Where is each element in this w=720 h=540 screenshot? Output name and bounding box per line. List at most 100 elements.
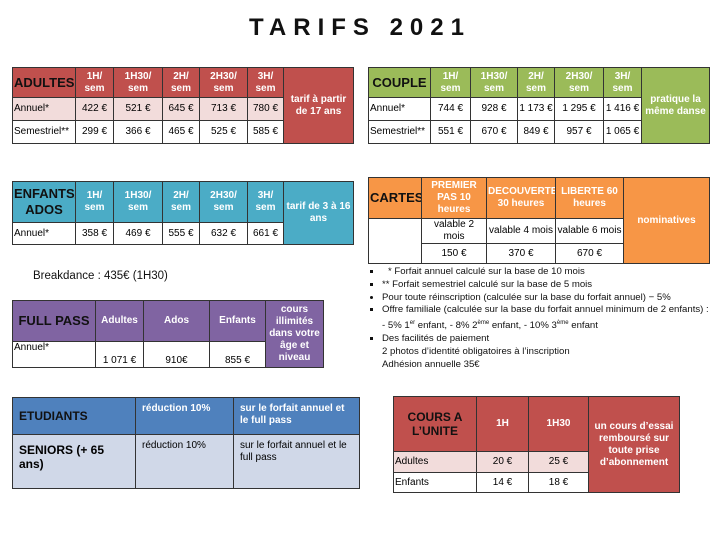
col-header: DECOUVERTE 30 heures — [486, 177, 556, 219]
notes-list: * Forfait annuel calculé sur la base de … — [364, 266, 720, 372]
side-note: pratique la même danse — [641, 67, 710, 144]
fullpass-table: FULL PASS Adultes Ados Enfants cours illim… — [12, 300, 324, 368]
price: 1 065 € — [603, 120, 642, 144]
col-header: 1H30/ sem — [470, 67, 518, 98]
price: 661 € — [247, 222, 284, 245]
side-note: tarif à partir de 17 ans — [283, 67, 354, 144]
price: 780 € — [247, 97, 284, 121]
note-text: enfant, - 10% 3 — [489, 320, 557, 332]
price: 670 € — [470, 120, 518, 144]
note-item: Pour toute réinscription (calculée sur l… — [382, 292, 720, 305]
side-note: nominatives — [623, 177, 710, 264]
validity: valable 6 mois — [555, 218, 624, 244]
note-item: Offre familiale (calculée sur la base du… — [382, 304, 720, 333]
price: 150 € — [421, 243, 487, 264]
side-note: cours illimités dans votre âge et niveau — [265, 300, 324, 368]
col-header: LIBERTE 60 heures — [555, 177, 624, 219]
price: 366 € — [113, 120, 163, 144]
note-text: ** Forfait semestriel calculé sur la bas… — [382, 278, 593, 290]
price: 521 € — [113, 97, 163, 121]
price: 713 € — [199, 97, 248, 121]
col-header: 1H — [476, 396, 529, 452]
price: 1 295 € — [554, 97, 604, 121]
price: 555 € — [162, 222, 200, 245]
col-header: 3H/ sem — [603, 67, 642, 98]
note-text: enfant — [568, 320, 598, 332]
table-row: Enfants 14 €18 € — [393, 472, 680, 493]
table-row: Annuel* 744 €928 €1 173 €1 295 €1 416 € — [368, 97, 710, 121]
reductions-table: ETUDIANTS réduction 10% sur le forfait a… — [12, 397, 360, 489]
row-label: Semestriel** — [368, 120, 431, 144]
col-header: 2H/ sem — [162, 181, 200, 223]
note-text: Offre familiale (calculée sur la base du… — [382, 304, 709, 316]
price: 525 € — [199, 120, 248, 144]
col-header: Ados — [143, 300, 210, 342]
price: 1 173 € — [517, 97, 555, 121]
note-text: Adhésion annuelle 35€ — [382, 358, 480, 370]
price: 849 € — [517, 120, 555, 144]
row-label: Adultes — [393, 451, 477, 473]
col-header: 1H/ sem — [75, 181, 114, 223]
price: 957 € — [554, 120, 604, 144]
price: 855 € — [209, 341, 266, 368]
row-label: Enfants — [393, 472, 477, 493]
row-label: Annuel* — [368, 97, 431, 121]
price: 1 416 € — [603, 97, 642, 121]
couple-table: COUPLE 1H/ sem 1H30/ sem 2H/ sem 2H30/ sem 3… — [368, 67, 710, 144]
col-header: Enfants — [209, 300, 266, 342]
price: 645 € — [162, 97, 200, 121]
table-title: ADULTES — [12, 67, 76, 98]
side-note: tarif de 3 à 16 ans — [283, 181, 354, 245]
price: 14 € — [476, 472, 529, 493]
seniors-scope: sur le forfait annuel et le full pass — [233, 434, 360, 489]
adultes-table: ADULTES 1H/ sem 1H30/ sem 2H/ sem 2H30/ sem… — [12, 67, 354, 144]
cartes-table: CARTES PREMIER PAS 10 heures DECOUVERTE 3… — [368, 177, 710, 264]
price: 928 € — [470, 97, 518, 121]
seniors-title: SENIORS (+ 65 ans) — [12, 434, 136, 489]
col-header: 2H30/ sem — [554, 67, 604, 98]
table-row: 150 €370 €670 € — [369, 243, 710, 264]
price: 358 € — [75, 222, 114, 245]
note-text: Pour toute réinscription (calculée sur l… — [382, 291, 671, 303]
seniors-reduction: réduction 10% — [135, 434, 234, 489]
price: 585 € — [247, 120, 284, 144]
table-row: Annuel* 422 €521 €645 €713 €780 € — [12, 97, 354, 121]
price: 551 € — [430, 120, 471, 144]
superscript: ème — [477, 320, 490, 327]
price: 20 € — [476, 451, 529, 473]
price: 469 € — [113, 222, 163, 245]
etudiants-title: ETUDIANTS — [12, 397, 136, 435]
price: 744 € — [430, 97, 471, 121]
table-title: COUPLE — [368, 67, 431, 98]
price: 299 € — [75, 120, 114, 144]
col-header: 1H30 — [528, 396, 589, 452]
price: 18 € — [528, 472, 589, 493]
row-label: Semestriel** — [12, 120, 76, 144]
price: 465 € — [162, 120, 200, 144]
validity: valable 4 mois — [486, 218, 556, 244]
table-row: Annuel* 1 071 €910€ 855 € — [12, 341, 324, 368]
note-text: Des facilités de paiement — [382, 333, 490, 345]
empty-cell — [368, 218, 422, 264]
table-title: ENFANTS/ ADOS — [12, 181, 76, 223]
note-item: * Forfait annuel calculé sur la base de … — [382, 266, 720, 279]
col-header: 2H/ sem — [162, 67, 200, 98]
table-row: Annuel* 358 €469 €555 €632 €661 € — [12, 222, 354, 245]
col-header: 2H30/ sem — [199, 181, 248, 223]
col-header: 1H/ sem — [430, 67, 471, 98]
col-header: Adultes — [95, 300, 144, 342]
note-text: * Forfait annuel calculé sur la base de … — [388, 266, 585, 277]
breakdance-price: Breakdance : 435€ (1H30) — [33, 270, 168, 282]
table-row: Semestriel** 551 €670 €849 €957 €1 065 € — [368, 120, 710, 144]
price: 910€ — [143, 341, 210, 368]
price: 370 € — [486, 243, 556, 264]
price: 1 071 € — [95, 341, 144, 368]
note-text: 2 photos d’identité obligatoires à l’ins… — [382, 345, 570, 357]
table-title: COURS A L’UNITE — [393, 396, 477, 452]
price: 422 € — [75, 97, 114, 121]
side-note: un cours d’essai remboursé sur toute pri… — [588, 396, 680, 493]
table-title: FULL PASS — [12, 300, 96, 342]
col-header: 3H/ sem — [247, 67, 284, 98]
col-header: PREMIER PAS 10 heures — [421, 177, 487, 219]
